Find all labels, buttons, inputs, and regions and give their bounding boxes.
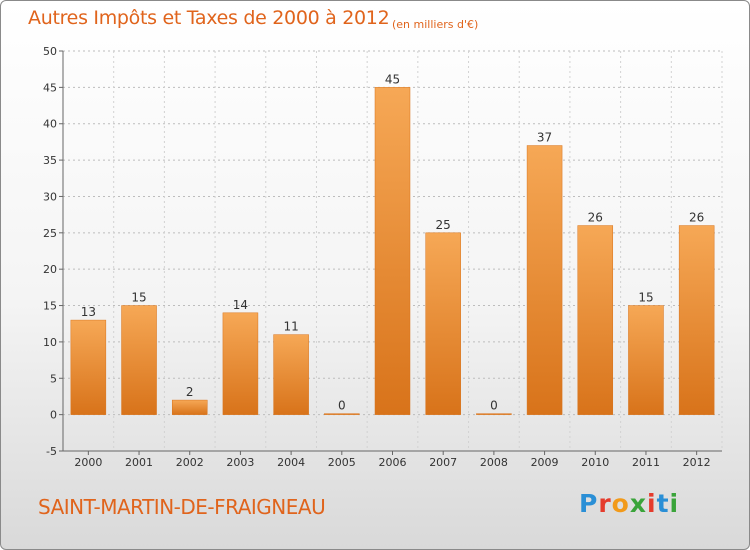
bar — [577, 225, 614, 415]
y-tick-label: 0 — [50, 409, 57, 422]
x-tick-label: 2009 — [531, 456, 559, 469]
x-tick-label: 2001 — [125, 456, 153, 469]
data-label: 37 — [537, 131, 552, 145]
data-label: 11 — [283, 320, 298, 334]
bar — [425, 232, 461, 415]
x-tick-label: 2007 — [429, 456, 457, 469]
bar — [476, 413, 512, 415]
bar — [374, 87, 411, 415]
bar — [273, 334, 309, 415]
y-tick-label: -5 — [46, 445, 57, 458]
bar — [70, 319, 107, 415]
bar — [526, 145, 563, 415]
data-label: 2 — [186, 385, 194, 399]
x-tick-label: 2005 — [328, 456, 356, 469]
data-label: 26 — [689, 211, 704, 225]
logo-letter: r — [598, 489, 612, 518]
logo-letter: o — [611, 489, 630, 518]
y-tick-label: 15 — [43, 300, 57, 313]
y-tick-label: 50 — [43, 45, 57, 58]
data-label: 25 — [436, 218, 451, 232]
logo-letter: x — [629, 489, 647, 518]
y-tick-label: 35 — [43, 154, 57, 167]
data-label: 13 — [81, 305, 96, 319]
y-tick-label: 30 — [43, 190, 57, 203]
bar — [678, 225, 715, 415]
data-label: 0 — [490, 399, 498, 413]
logo-letter: i — [669, 489, 680, 518]
x-tick-label: 2011 — [632, 456, 660, 469]
data-label: 15 — [131, 291, 146, 305]
bar — [222, 312, 259, 415]
chart-subtitle: (en milliers d'€) — [392, 18, 479, 31]
bar-layer: 13 15 2 14 11 0 45 25 0 37 26 15 26 — [70, 72, 715, 415]
x-tick-label: 2002 — [176, 456, 204, 469]
x-tick-label: 2008 — [480, 456, 508, 469]
y-tick-label: 20 — [43, 263, 57, 276]
logo-letter: P — [579, 489, 599, 518]
x-tick-label: 2000 — [74, 456, 102, 469]
y-tick-label: 45 — [43, 81, 57, 94]
y-tick-label: 25 — [43, 227, 57, 240]
bar — [628, 305, 664, 415]
bar — [324, 413, 360, 415]
data-label: 14 — [233, 298, 248, 312]
bar — [171, 399, 208, 415]
logo-letter: i — [647, 489, 657, 518]
data-label: 26 — [588, 211, 603, 225]
chart-title: Autres Impôts et Taxes de 2000 à 2012 — [28, 7, 390, 29]
x-tick-label: 2010 — [581, 456, 609, 469]
proxiti-logo: Proxiti — [579, 489, 679, 518]
grid-layer — [62, 50, 723, 452]
y-tick-label: 40 — [43, 118, 57, 131]
data-label: 0 — [338, 399, 346, 413]
city-name: SAINT-MARTIN-DE-FRAIGNEAU — [38, 495, 326, 519]
data-label: 15 — [638, 291, 653, 305]
y-tick-label: 5 — [50, 372, 57, 385]
x-tick-label: 2012 — [683, 456, 711, 469]
logo-letter: t — [656, 489, 670, 518]
y-tick-label: 10 — [43, 336, 57, 349]
bar — [121, 305, 157, 415]
x-tick-label: 2006 — [379, 456, 407, 469]
data-label: 45 — [385, 72, 400, 86]
x-tick-label: 2004 — [277, 456, 305, 469]
x-tick-label: 2003 — [226, 456, 254, 469]
